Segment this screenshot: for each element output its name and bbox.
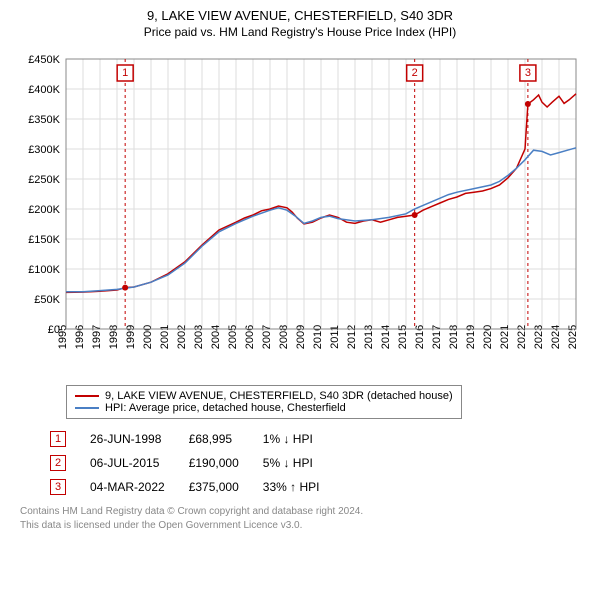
sale-price: £190,000 [189, 451, 263, 475]
legend-label: 9, LAKE VIEW AVENUE, CHESTERFIELD, S40 3… [105, 390, 453, 402]
y-tick-label: £150K [28, 234, 60, 246]
line-chart: £0£50K£100K£150K£200K£250K£300K£350K£400… [10, 45, 590, 375]
x-tick-label: 2022 [516, 325, 528, 349]
x-tick-label: 2010 [312, 325, 324, 349]
sale-row: 1 26-JUN-1998£68,9951% ↓ HPI [50, 427, 343, 451]
y-tick-label: £450K [28, 54, 60, 66]
x-tick-label: 2001 [159, 325, 171, 349]
x-tick-label: 2007 [261, 325, 273, 349]
sale-delta: 1% ↓ HPI [263, 427, 344, 451]
chart-subtitle: Price paid vs. HM Land Registry's House … [10, 25, 590, 39]
x-tick-label: 1996 [74, 325, 86, 349]
legend-item: HPI: Average price, detached house, Ches… [75, 402, 453, 414]
y-tick-label: £200K [28, 204, 60, 216]
x-tick-label: 2019 [465, 325, 477, 349]
x-tick-label: 2003 [193, 325, 205, 349]
x-tick-label: 1997 [91, 325, 103, 349]
x-tick-label: 2012 [346, 325, 358, 349]
sale-row: 2 06-JUL-2015£190,0005% ↓ HPI [50, 451, 343, 475]
sale-marker-number: 1 [122, 67, 128, 79]
x-tick-label: 2009 [295, 325, 307, 349]
x-tick-label: 2000 [142, 325, 154, 349]
sale-row: 3 04-MAR-2022£375,00033% ↑ HPI [50, 475, 343, 499]
sales-table: 1 26-JUN-1998£68,9951% ↓ HPI 2 06-JUL-2015£… [50, 427, 343, 499]
sale-dot [122, 285, 128, 291]
sale-marker: 3 [50, 479, 66, 495]
sale-date: 04-MAR-2022 [90, 475, 189, 499]
sale-marker-number: 2 [412, 67, 418, 79]
x-tick-label: 2004 [210, 325, 222, 349]
chart-title: 9, LAKE VIEW AVENUE, CHESTERFIELD, S40 3… [10, 8, 590, 23]
x-tick-label: 2013 [363, 325, 375, 349]
y-tick-label: £400K [28, 84, 60, 96]
sale-delta: 5% ↓ HPI [263, 451, 344, 475]
x-tick-label: 2008 [278, 325, 290, 349]
attribution-line-1: Contains HM Land Registry data © Crown c… [20, 505, 590, 519]
y-tick-label: £300K [28, 144, 60, 156]
sale-dot [412, 212, 418, 218]
x-tick-label: 2002 [176, 325, 188, 349]
x-tick-label: 1999 [125, 325, 137, 349]
x-tick-label: 2017 [431, 325, 443, 349]
chart-container: 9, LAKE VIEW AVENUE, CHESTERFIELD, S40 3… [0, 0, 600, 538]
x-tick-label: 2021 [499, 325, 511, 349]
legend-swatch [75, 407, 99, 409]
y-tick-label: £100K [28, 264, 60, 276]
x-tick-label: 2006 [244, 325, 256, 349]
sale-price: £375,000 [189, 475, 263, 499]
x-tick-label: 2025 [567, 325, 579, 349]
attribution: Contains HM Land Registry data © Crown c… [20, 505, 590, 532]
legend-item: 9, LAKE VIEW AVENUE, CHESTERFIELD, S40 3… [75, 390, 453, 402]
x-tick-label: 2014 [380, 325, 392, 349]
x-tick-label: 2020 [482, 325, 494, 349]
x-tick-label: 1998 [108, 325, 120, 349]
sale-delta: 33% ↑ HPI [263, 475, 344, 499]
sale-date: 06-JUL-2015 [90, 451, 189, 475]
y-tick-label: £350K [28, 114, 60, 126]
sale-dot [525, 101, 531, 107]
attribution-line-2: This data is licensed under the Open Gov… [20, 519, 590, 533]
legend: 9, LAKE VIEW AVENUE, CHESTERFIELD, S40 3… [66, 385, 462, 419]
x-tick-label: 2018 [448, 325, 460, 349]
legend-swatch [75, 395, 99, 397]
y-tick-label: £250K [28, 174, 60, 186]
chart-area: £0£50K£100K£150K£200K£250K£300K£350K£400… [10, 45, 590, 375]
sale-marker-number: 3 [525, 67, 531, 79]
y-tick-label: £50K [34, 294, 60, 306]
sale-price: £68,995 [189, 427, 263, 451]
legend-label: HPI: Average price, detached house, Ches… [105, 402, 346, 414]
x-tick-label: 2016 [414, 325, 426, 349]
sale-marker: 1 [50, 431, 66, 447]
x-tick-label: 2023 [533, 325, 545, 349]
x-tick-label: 2015 [397, 325, 409, 349]
sale-date: 26-JUN-1998 [90, 427, 189, 451]
sale-marker: 2 [50, 455, 66, 471]
title-block: 9, LAKE VIEW AVENUE, CHESTERFIELD, S40 3… [10, 8, 590, 39]
x-tick-label: 2005 [227, 325, 239, 349]
x-tick-label: 2024 [550, 325, 562, 349]
x-tick-label: 1995 [57, 325, 69, 349]
